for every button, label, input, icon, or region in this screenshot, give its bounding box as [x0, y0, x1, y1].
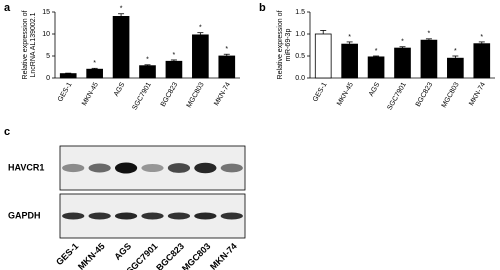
blot-lane-label: MKN-45 — [76, 241, 107, 270]
bar — [367, 56, 385, 79]
x-tick-label: MKN-45 — [81, 81, 100, 107]
significance-mark: * — [375, 48, 378, 55]
blot-band — [88, 212, 111, 220]
blot-lane-label: AGS — [112, 241, 133, 262]
blot-lane-label: MGC803 — [180, 241, 213, 270]
y-tick-label: 0.0 — [295, 75, 305, 82]
blot-band — [141, 164, 164, 172]
y-tick-label: 15 — [42, 9, 50, 16]
blot-band — [114, 162, 138, 174]
x-tick-label: SGC7901 — [131, 81, 152, 111]
x-tick-label: GES-1 — [312, 81, 329, 103]
x-tick-label: MKN-74 — [468, 81, 487, 107]
y-axis-label: miR-69-3p — [285, 29, 292, 62]
blot-band — [194, 162, 217, 174]
blot-band — [167, 212, 191, 220]
bar — [192, 34, 209, 79]
blot-band — [141, 212, 164, 220]
bar — [112, 15, 130, 79]
panel-label: a — [4, 2, 11, 14]
x-tick-label: BGC823 — [160, 81, 180, 108]
x-tick-label: GES-1 — [57, 81, 74, 103]
bar — [86, 68, 103, 79]
blot-band — [62, 212, 85, 220]
significance-mark: * — [225, 46, 228, 53]
bar — [165, 60, 183, 79]
significance-mark: * — [120, 6, 123, 13]
significance-mark: * — [401, 39, 404, 46]
bar — [314, 33, 332, 79]
x-tick-label: MKN-45 — [336, 81, 355, 107]
significance-mark: * — [428, 31, 431, 38]
x-tick-label: MGC803 — [441, 81, 461, 109]
bar — [341, 43, 358, 79]
significance-mark: * — [199, 25, 202, 32]
significance-mark: * — [93, 60, 96, 67]
bar — [420, 39, 438, 79]
x-tick-label: SGC7901 — [386, 81, 407, 111]
blot-band — [114, 212, 138, 220]
significance-mark: * — [348, 34, 351, 41]
x-tick-label: MGC803 — [186, 81, 206, 109]
y-tick-label: 10 — [42, 31, 50, 38]
blot-band — [220, 163, 243, 173]
blot-row-label: GAPDH — [8, 210, 41, 220]
significance-mark: * — [146, 57, 149, 64]
y-axis-label: Relative expression of — [22, 11, 29, 80]
bar — [139, 65, 156, 79]
bar — [59, 73, 77, 79]
blot-band — [167, 163, 191, 173]
panel-label: b — [259, 2, 266, 14]
bar — [394, 47, 411, 79]
blot-band — [194, 212, 217, 220]
blot-band — [220, 212, 243, 220]
y-tick-label: 0 — [46, 75, 50, 82]
significance-mark: * — [173, 52, 176, 59]
blot-row-label: HAVCR1 — [8, 162, 44, 172]
bar — [473, 43, 491, 79]
bar — [218, 55, 236, 79]
x-tick-label: MKN-74 — [213, 81, 232, 107]
y-axis-label: LncRNA AL139002.1 — [30, 12, 37, 77]
y-tick-label: 1.5 — [295, 9, 305, 16]
y-axis-label: Relative expression of — [277, 11, 284, 80]
blot-band — [62, 163, 85, 173]
significance-mark: * — [454, 48, 457, 55]
y-tick-label: 5 — [46, 53, 50, 60]
blot-band — [88, 163, 111, 173]
significance-mark: * — [480, 34, 483, 41]
x-tick-label: AGS — [368, 81, 382, 98]
panel-label: c — [4, 126, 10, 138]
blot-lane-label: MKN-74 — [208, 241, 239, 270]
x-tick-label: BGC823 — [415, 81, 435, 108]
y-tick-label: 0.5 — [295, 53, 305, 60]
y-tick-label: 1.0 — [295, 31, 305, 38]
bar — [447, 57, 464, 79]
x-tick-label: AGS — [113, 81, 127, 98]
